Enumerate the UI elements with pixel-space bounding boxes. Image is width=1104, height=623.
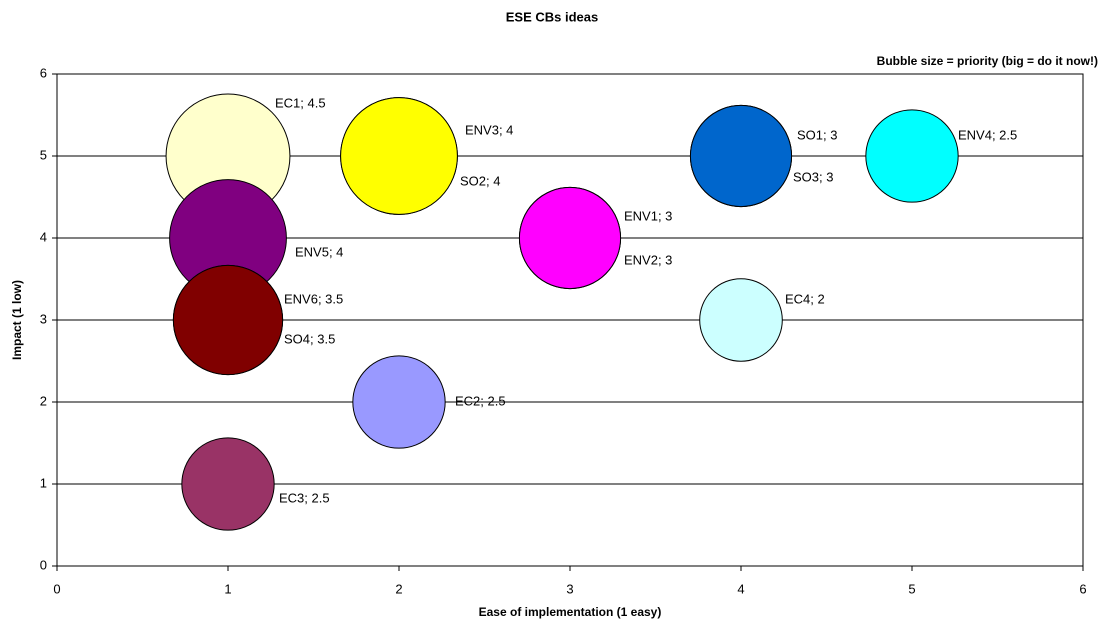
y-tick-label: 0	[40, 557, 47, 572]
data-label: ENV5; 4	[295, 244, 343, 259]
y-tick-label: 5	[40, 147, 47, 162]
data-label: EC3; 2.5	[279, 490, 330, 505]
bubble	[699, 278, 783, 362]
y-tick-label: 1	[40, 475, 47, 490]
y-tick-label: 2	[40, 393, 47, 408]
x-axis-label: Ease of implementation (1 easy)	[479, 605, 662, 619]
bubble	[865, 109, 959, 203]
x-tick-label: 4	[737, 581, 744, 596]
data-label: ENV6; 3.5	[284, 291, 343, 306]
bubble	[181, 437, 275, 531]
x-tick-label: 1	[224, 581, 231, 596]
x-tick-label: 0	[53, 581, 60, 596]
bubble	[689, 104, 793, 208]
data-label: SO1; 3	[797, 127, 837, 142]
y-axis-label: Impact (1 low)	[10, 280, 24, 360]
bubble	[172, 264, 284, 376]
x-tick-label: 5	[908, 581, 915, 596]
x-tick-label: 2	[395, 581, 402, 596]
bubble	[518, 186, 622, 290]
data-label: ENV2; 3	[624, 252, 672, 267]
data-label: SO4; 3.5	[284, 331, 335, 346]
data-label: ENV3; 4	[465, 122, 513, 137]
y-tick-label: 4	[40, 229, 47, 244]
data-label: ENV4; 2.5	[958, 127, 1017, 142]
data-label: ENV1; 3	[624, 208, 672, 223]
y-tick-label: 6	[40, 65, 47, 80]
x-tick-label: 6	[1079, 581, 1086, 596]
plot-area	[56, 73, 1084, 567]
y-tick-label: 3	[40, 311, 47, 326]
annotation: Bubble size = priority (big = do it now!…	[877, 54, 1098, 68]
data-label: EC2; 2.5	[455, 393, 506, 408]
x-tick-label: 3	[566, 581, 573, 596]
data-label: EC4; 2	[785, 291, 825, 306]
data-label: SO3; 3	[793, 169, 833, 184]
bubble	[340, 97, 458, 215]
data-label: SO2; 4	[460, 173, 500, 188]
chart-title: ESE CBs ideas	[506, 9, 599, 24]
data-label: EC1; 4.5	[275, 95, 326, 110]
bubble	[352, 355, 446, 449]
